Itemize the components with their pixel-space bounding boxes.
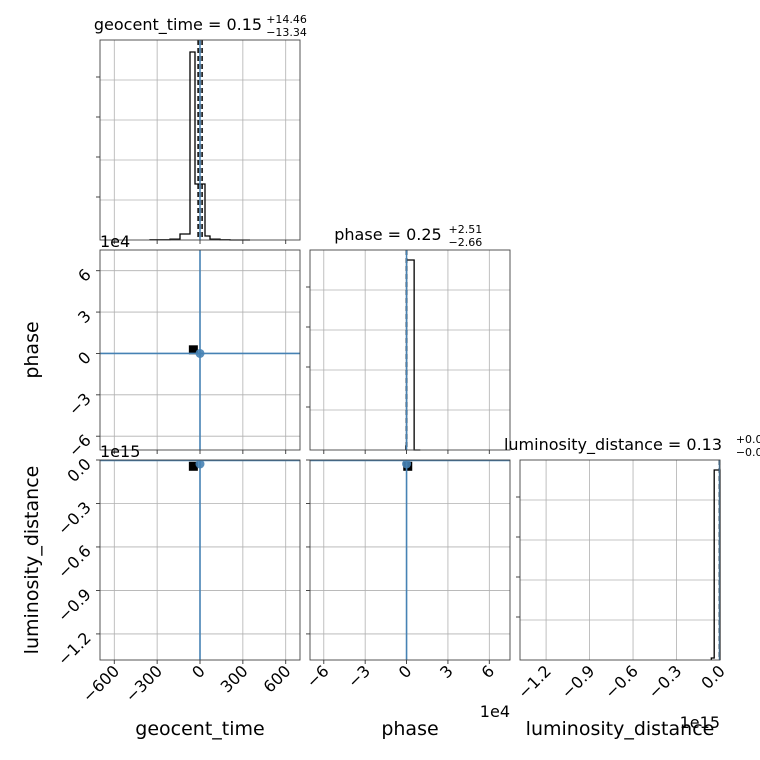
x-tick-label-phase: 6 <box>478 661 499 682</box>
panel-frame <box>309 459 511 661</box>
y-tick-label-luminosity_distance: −0.9 <box>54 585 95 626</box>
x-axis-label-phase: phase <box>381 718 438 740</box>
y-axis-label-phase: phase <box>21 321 43 378</box>
x-tick-label-geocent_time: 300 <box>217 661 252 696</box>
y-tick-label-luminosity_distance: 0.0 <box>63 454 94 485</box>
x-tick-label-luminosity_distance: −1.2 <box>514 661 555 702</box>
title-plus: +0.05 <box>736 433 760 446</box>
panel-geocent_time-geocent_time: geocent_time = 0.15 +14.46 −13.34 <box>94 13 307 244</box>
x-tick-label-luminosity_distance: −0.3 <box>644 661 685 702</box>
x-tick-label-geocent_time: 0 <box>188 661 209 682</box>
x-tick-label-luminosity_distance: −0.6 <box>601 661 642 702</box>
x-tick-label-geocent_time: 600 <box>260 661 295 696</box>
histogram-luminosity_distance <box>710 469 721 660</box>
x-axis-label-geocent_time: geocent_time <box>135 718 264 740</box>
gridlines <box>520 460 721 660</box>
title-minus: −0.06 <box>736 446 760 459</box>
panel-luminosity_distance-phase <box>306 459 511 664</box>
x-tick-label-phase: 0 <box>395 661 416 682</box>
y-tick-label-luminosity_distance: −0.6 <box>54 541 95 582</box>
density-cell <box>188 461 198 471</box>
panel-luminosity_distance-geocent_time <box>96 459 301 664</box>
title-minus: −13.34 <box>266 26 307 39</box>
title-plus: +2.51 <box>449 223 483 236</box>
panel-title-luminosity_distance: luminosity_distance = 0.13 +0.05−0.06 <box>504 433 760 459</box>
y-tick-label-phase: 0 <box>74 348 95 369</box>
title-main: geocent_time = 0.15 <box>94 15 262 35</box>
gridlines <box>310 250 510 450</box>
y-tick-label-phase: 3 <box>74 306 95 327</box>
x-tick-label-luminosity_distance: 0.0 <box>697 661 728 692</box>
panel-frame <box>519 459 721 661</box>
panel-phase-geocent_time <box>96 249 301 454</box>
x-axis-label-luminosity_distance: luminosity_distance <box>526 718 715 740</box>
density-cell <box>188 345 198 355</box>
x-tick-label-geocent_time: −600 <box>79 661 124 706</box>
panel-luminosity_distance-luminosity_distance: luminosity_distance = 0.13 +0.05−0.06 <box>504 433 760 661</box>
title-main: phase = 0.25 <box>334 225 441 244</box>
y-tick-label-phase: 6 <box>74 265 95 286</box>
title-plus: +14.46 <box>266 13 307 26</box>
offset-text-phase-y: 1e4 <box>100 232 130 251</box>
y-tick-label-luminosity_distance: −0.3 <box>54 498 95 539</box>
title-main: luminosity_distance = 0.13 <box>504 435 722 455</box>
offset-text-luminosity-distance-y: 1e15 <box>100 442 140 461</box>
gridlines <box>310 459 510 660</box>
panel-frame <box>309 249 511 451</box>
y-tick-label-luminosity_distance: −1.2 <box>54 628 95 669</box>
y-axis-label-luminosity_distance: luminosity_distance <box>21 466 43 655</box>
offset-text-luminosity-distance-x: 1e15 <box>680 713 720 732</box>
x-tick-label-geocent_time: −300 <box>121 661 166 706</box>
title-minus: −2.66 <box>449 236 483 249</box>
panel-title-geocent_time: geocent_time = 0.15 +14.46 −13.34 <box>94 13 307 39</box>
x-tick-label-phase: 3 <box>436 661 457 682</box>
panel-title-phase: phase = 0.25 +2.51 −2.66 <box>334 223 482 249</box>
offset-text-phase-x: 1e4 <box>480 702 510 721</box>
x-tick-label-phase: −3 <box>344 661 374 691</box>
y-tick-label-phase: −3 <box>65 389 95 419</box>
x-tick-label-luminosity_distance: −0.9 <box>557 661 598 702</box>
panel-phase-phase: phase = 0.25 +2.51 −2.66 <box>306 223 511 454</box>
histogram-phase <box>405 259 421 451</box>
x-tick-label-phase: −6 <box>303 661 333 691</box>
